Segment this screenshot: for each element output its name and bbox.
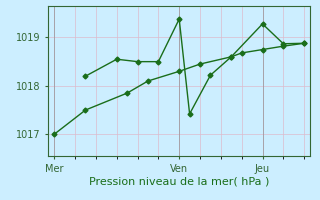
X-axis label: Pression niveau de la mer( hPa ): Pression niveau de la mer( hPa ) (89, 176, 269, 186)
